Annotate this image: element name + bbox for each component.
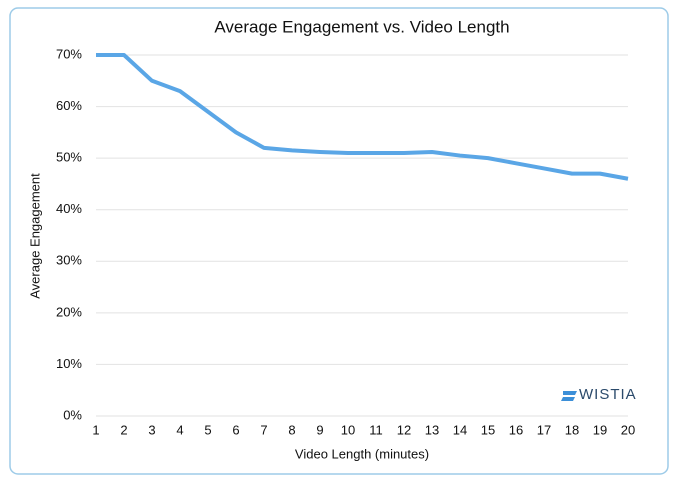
y-tick-label: 40%: [56, 201, 82, 216]
x-tick-label: 7: [260, 422, 267, 437]
frame: [9, 7, 669, 475]
y-tick-label: 70%: [56, 46, 82, 61]
x-tick-label: 16: [509, 422, 523, 437]
x-tick-label: 19: [593, 422, 607, 437]
y-tick-label: 50%: [56, 150, 82, 165]
logo-icon: [561, 391, 577, 401]
y-tick-label: 20%: [56, 304, 82, 319]
x-tick-label: 3: [148, 422, 155, 437]
line-series: [96, 53, 629, 181]
y-tick-label: 10%: [56, 356, 82, 371]
y-tick-label: 60%: [56, 98, 82, 113]
x-tick-label: 9: [316, 422, 323, 437]
x-tick-label: 2: [120, 422, 127, 437]
x-tick-label: 12: [397, 422, 411, 437]
x-tick-label: 18: [565, 422, 579, 437]
x-tick-label: 14: [453, 422, 467, 437]
y-axis-title: Average Engagement: [27, 173, 42, 299]
x-tick-label: 4: [176, 422, 183, 437]
x-tick-label: 20: [621, 422, 635, 437]
x-tick-label: 5: [204, 422, 211, 437]
x-tick-label: 11: [369, 422, 383, 437]
x-tick-label: 1: [92, 422, 99, 437]
x-axis-title: Video Length (minutes): [295, 446, 429, 461]
y-tick-label: 30%: [56, 253, 82, 268]
y-tick-label: 0%: [63, 407, 82, 422]
x-tick-label: 6: [232, 422, 239, 437]
x-tick-label: 13: [425, 422, 439, 437]
x-tick-label: 8: [288, 422, 295, 437]
x-tick-label: 10: [341, 422, 355, 437]
logo: WISTIA: [561, 386, 637, 403]
chart-title: Average Engagement vs. Video Length: [214, 17, 509, 36]
logo-text: WISTIA: [579, 386, 637, 403]
x-tick-label: 15: [481, 422, 495, 437]
x-tick-label: 17: [537, 422, 551, 437]
